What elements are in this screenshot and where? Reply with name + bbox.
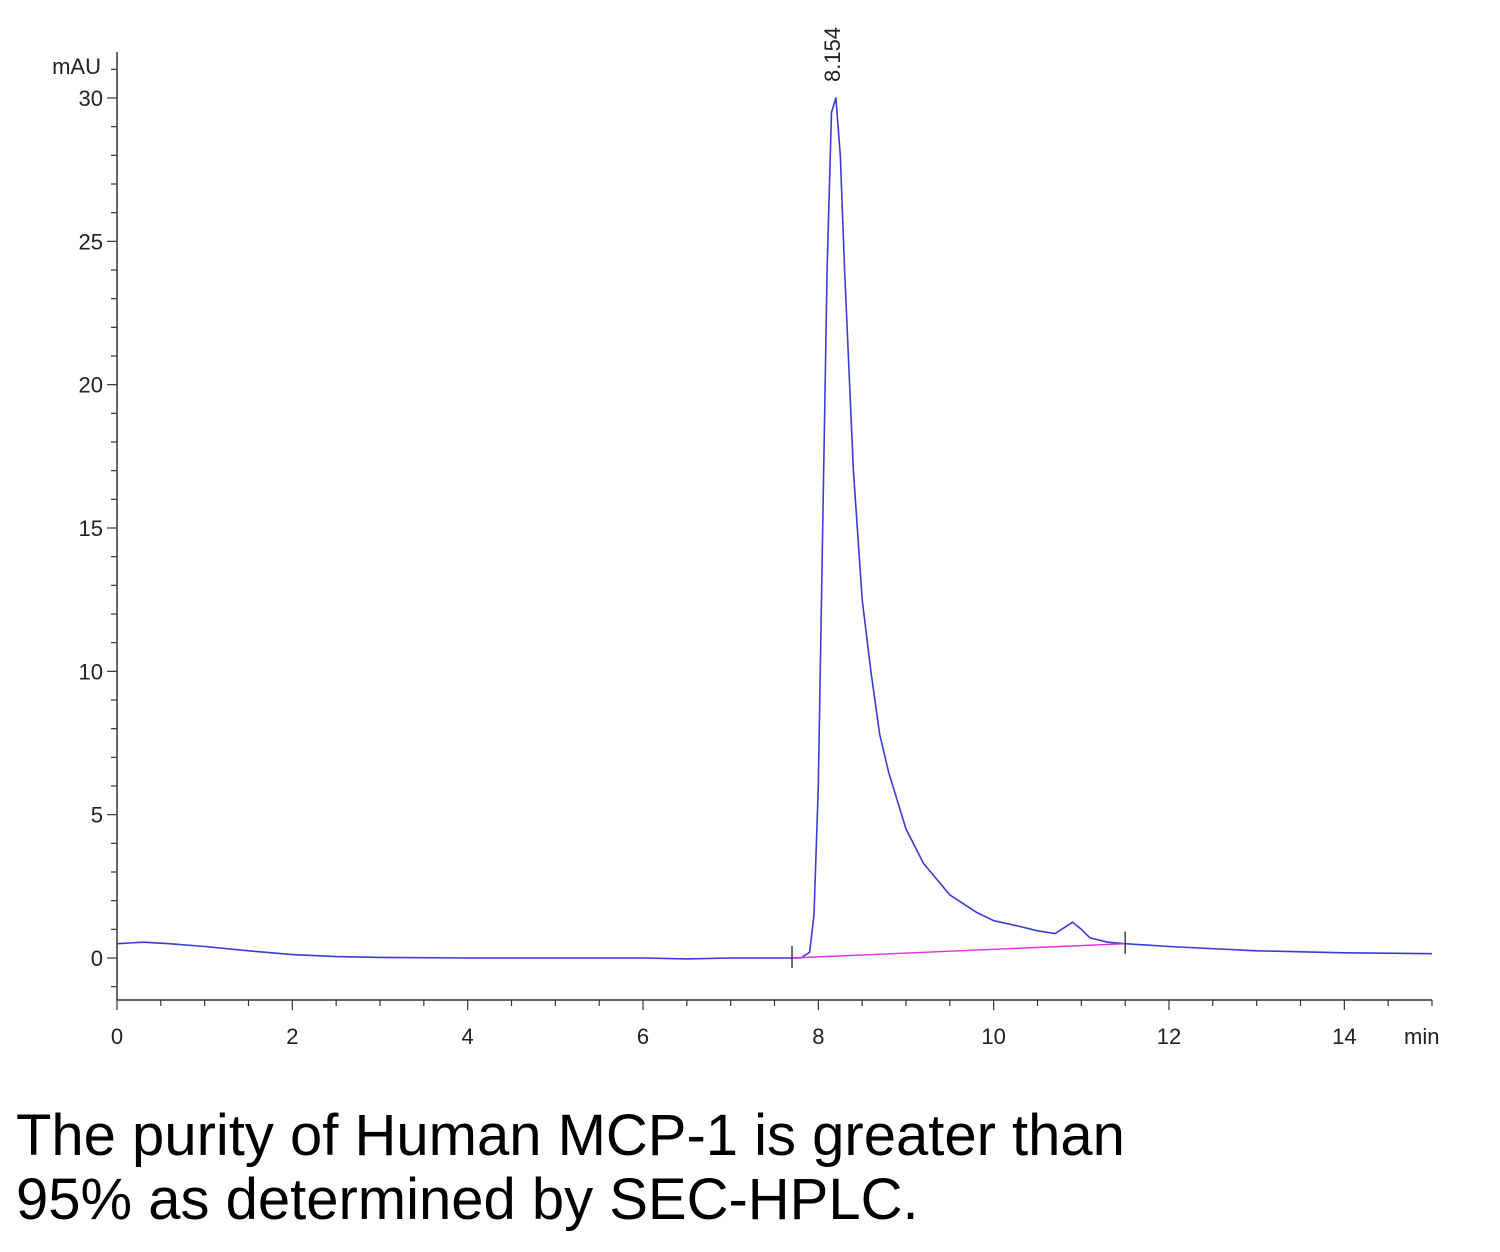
- y-axis-unit-label: mAU: [52, 54, 101, 79]
- caption-line-2: 95% as determined by SEC-HPLC.: [16, 1167, 919, 1232]
- x-tick-label: 8: [812, 1024, 824, 1049]
- chromatogram-trace: [116, 97, 1433, 960]
- x-tick-label: 2: [286, 1024, 298, 1049]
- plot-area: 8.154: [116, 27, 1433, 968]
- x-tick-label: 4: [462, 1024, 474, 1049]
- x-tick-label: 12: [1157, 1024, 1181, 1049]
- figure-caption: The purity of Human MCP-1 is greater tha…: [16, 1104, 1486, 1232]
- y-tick-label: 20: [79, 373, 103, 398]
- x-tick-label: 0: [111, 1024, 123, 1049]
- y-tick-label: 5: [91, 803, 103, 828]
- x-tick-label: 10: [981, 1024, 1005, 1049]
- peak-retention-label: 8.154: [820, 27, 845, 82]
- x-axis-unit-label: min: [1404, 1024, 1439, 1049]
- chromatogram-chart: 0 5 10 15 20 25 30 0 2 4 6 8 10 12 14 8.154 mAU min: [52, 27, 1439, 1049]
- x-tick-label: 14: [1332, 1024, 1356, 1049]
- y-tick-label: 0: [91, 946, 103, 971]
- baseline-trace: [791, 943, 1126, 959]
- caption-line-1: The purity of Human MCP-1 is greater tha…: [16, 1103, 1125, 1168]
- x-tick-label: 6: [637, 1024, 649, 1049]
- y-tick-label: 15: [79, 516, 103, 541]
- y-tick-label: 25: [79, 229, 103, 254]
- axes: 0 5 10 15 20 25 30 0 2 4 6 8 10 12 14: [79, 52, 1433, 1049]
- y-tick-label: 10: [79, 659, 103, 684]
- y-tick-label: 30: [79, 86, 103, 111]
